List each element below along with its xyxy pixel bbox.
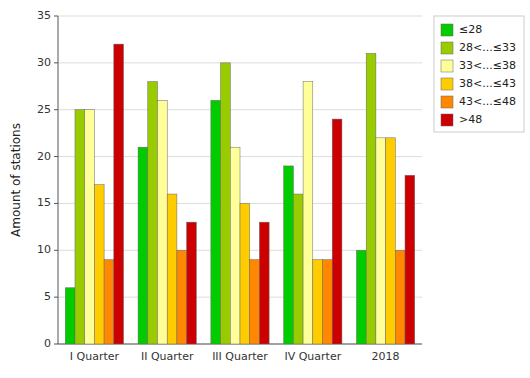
bar	[104, 260, 114, 344]
y-tick	[54, 344, 58, 345]
y-tick-label: 20	[37, 150, 51, 163]
legend-swatch	[441, 42, 453, 54]
chart: 0 5 10 15 20 25 30 35 I Quarter II Quarter III Qua…	[0, 0, 530, 378]
bar	[366, 53, 376, 344]
bar	[293, 194, 303, 344]
x-tick-label: III Quarter	[212, 350, 268, 363]
legend-swatch	[441, 60, 453, 72]
bar	[148, 82, 158, 344]
legend-label: 38<...≤43	[459, 77, 516, 90]
y-tick	[54, 250, 58, 251]
bar	[284, 166, 294, 344]
y-tick	[54, 109, 58, 110]
y-tick-label: 35	[37, 9, 51, 22]
x-tick-label: 2018	[372, 350, 400, 363]
bar	[138, 147, 148, 344]
bar	[211, 100, 221, 344]
y-tick	[54, 156, 58, 157]
y-axis-line	[58, 16, 59, 344]
bars	[65, 44, 414, 344]
bar	[386, 138, 396, 344]
bar	[85, 110, 95, 344]
bar	[303, 82, 313, 344]
bar	[332, 119, 342, 344]
legend-label: 43<...≤48	[459, 95, 516, 108]
y-tick	[54, 62, 58, 63]
legend-swatch	[441, 114, 453, 126]
grid	[58, 16, 422, 344]
y-tick-label: 5	[44, 290, 51, 303]
y-tick-label: 0	[44, 337, 51, 350]
bar	[376, 138, 386, 344]
bar	[114, 44, 124, 344]
bar	[313, 260, 323, 344]
bar	[395, 250, 405, 344]
bar	[230, 147, 240, 344]
bar	[94, 185, 104, 344]
legend-label: 33<...≤38	[459, 59, 516, 72]
x-tick-label: IV Quarter	[284, 350, 341, 363]
axes: 0 5 10 15 20 25 30 35 I Quarter II Quarter III Qua…	[37, 9, 422, 363]
y-tick	[54, 297, 58, 298]
y-tick	[54, 203, 58, 204]
legend-label: 28<...≤33	[459, 41, 516, 54]
y-tick-label: 15	[37, 196, 51, 209]
bar	[177, 250, 187, 344]
bar	[187, 222, 197, 344]
legend-swatch	[441, 96, 453, 108]
bar	[75, 110, 85, 344]
x-tick-label: II Quarter	[141, 350, 194, 363]
legend-label: ≤28	[459, 23, 482, 36]
bar	[65, 288, 75, 344]
bar	[250, 260, 260, 344]
bar	[240, 203, 250, 344]
grid-line	[58, 16, 422, 17]
y-tick	[54, 16, 58, 17]
y-tick-label: 10	[37, 243, 51, 256]
legend: ≤28 28<...≤33 33<...≤38 38<...≤43 43<...≤48 >…	[434, 16, 524, 132]
legend-box	[434, 16, 524, 132]
legend-swatch	[441, 24, 453, 36]
bar	[405, 175, 415, 344]
bar	[323, 260, 333, 344]
legend-swatch	[441, 78, 453, 90]
legend-label: >48	[459, 113, 482, 126]
bar	[167, 194, 177, 344]
bar	[356, 250, 366, 344]
y-tick-label: 25	[37, 103, 51, 116]
bar	[221, 63, 231, 344]
bar	[157, 100, 167, 344]
bar	[259, 222, 269, 344]
x-tick-label: I Quarter	[70, 350, 120, 363]
y-tick-label: 30	[37, 56, 51, 69]
y-axis-label: Amount of stations	[9, 123, 23, 237]
